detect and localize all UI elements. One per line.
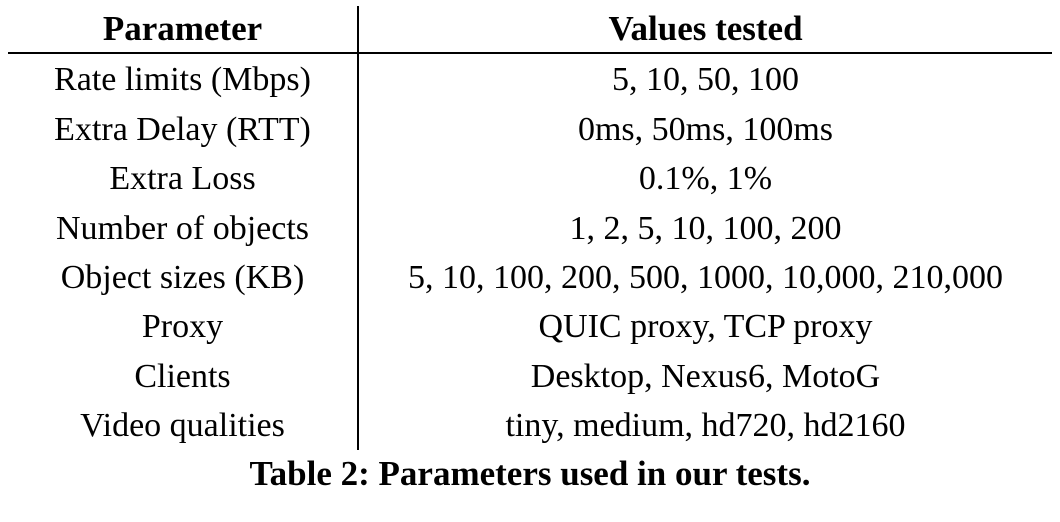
table-row: Extra Delay (RTT) 0ms, 50ms, 100ms: [8, 105, 1052, 155]
parameter-cell: Rate limits (Mbps): [8, 53, 359, 105]
table-row: Number of objects 1, 2, 5, 10, 100, 200: [8, 203, 1052, 253]
table-row: Rate limits (Mbps) 5, 10, 50, 100: [8, 53, 1052, 105]
values-cell: 0.1%, 1%: [638, 160, 773, 198]
table-row: Extra Loss 0.1%, 1%: [8, 154, 1052, 204]
parameter-cell: Extra Delay (RTT): [8, 105, 359, 155]
table-row: Video qualities tiny, medium, hd720, hd2…: [8, 400, 1052, 451]
table-row: Object sizes (KB) 5, 10, 100, 200, 500, …: [8, 252, 1052, 303]
values-cell: 1, 2, 5, 10, 100, 200: [569, 209, 842, 247]
table-row: Proxy QUIC proxy, TCP proxy: [8, 302, 1052, 352]
values-cell: tiny, medium, hd720, hd2160: [505, 406, 906, 444]
values-cell: 5, 10, 50, 100: [612, 61, 799, 98]
values-cell: 5, 10, 100, 200, 500, 1000, 10,000, 210,…: [408, 259, 1003, 297]
header-values-tested: Values tested: [358, 6, 1052, 54]
parameter-cell: Video qualities: [8, 400, 359, 451]
parameter-cell: Extra Loss: [8, 154, 359, 204]
parameter-cell: Object sizes (KB): [8, 252, 359, 303]
parameters-table-container: Parameter Values tested Rate limits (Mbp…: [8, 6, 1052, 451]
parameter-cell: Clients: [8, 351, 359, 401]
values-cell: 0ms, 50ms, 100ms: [577, 111, 834, 149]
values-cell: QUIC proxy, TCP proxy: [538, 308, 873, 346]
values-cell: Desktop, Nexus6, MotoG: [530, 357, 881, 395]
parameters-table: Parameter Values tested Rate limits (Mbp…: [8, 6, 1052, 451]
table-header-row: Parameter Values tested: [8, 6, 1052, 54]
table-row: Clients Desktop, Nexus6, MotoG: [8, 351, 1052, 401]
parameter-cell: Number of objects: [8, 203, 359, 253]
parameter-cell: Proxy: [8, 302, 359, 352]
header-parameter: Parameter: [8, 6, 359, 54]
table-caption: Table 2: Parameters used in our tests.: [249, 454, 811, 493]
